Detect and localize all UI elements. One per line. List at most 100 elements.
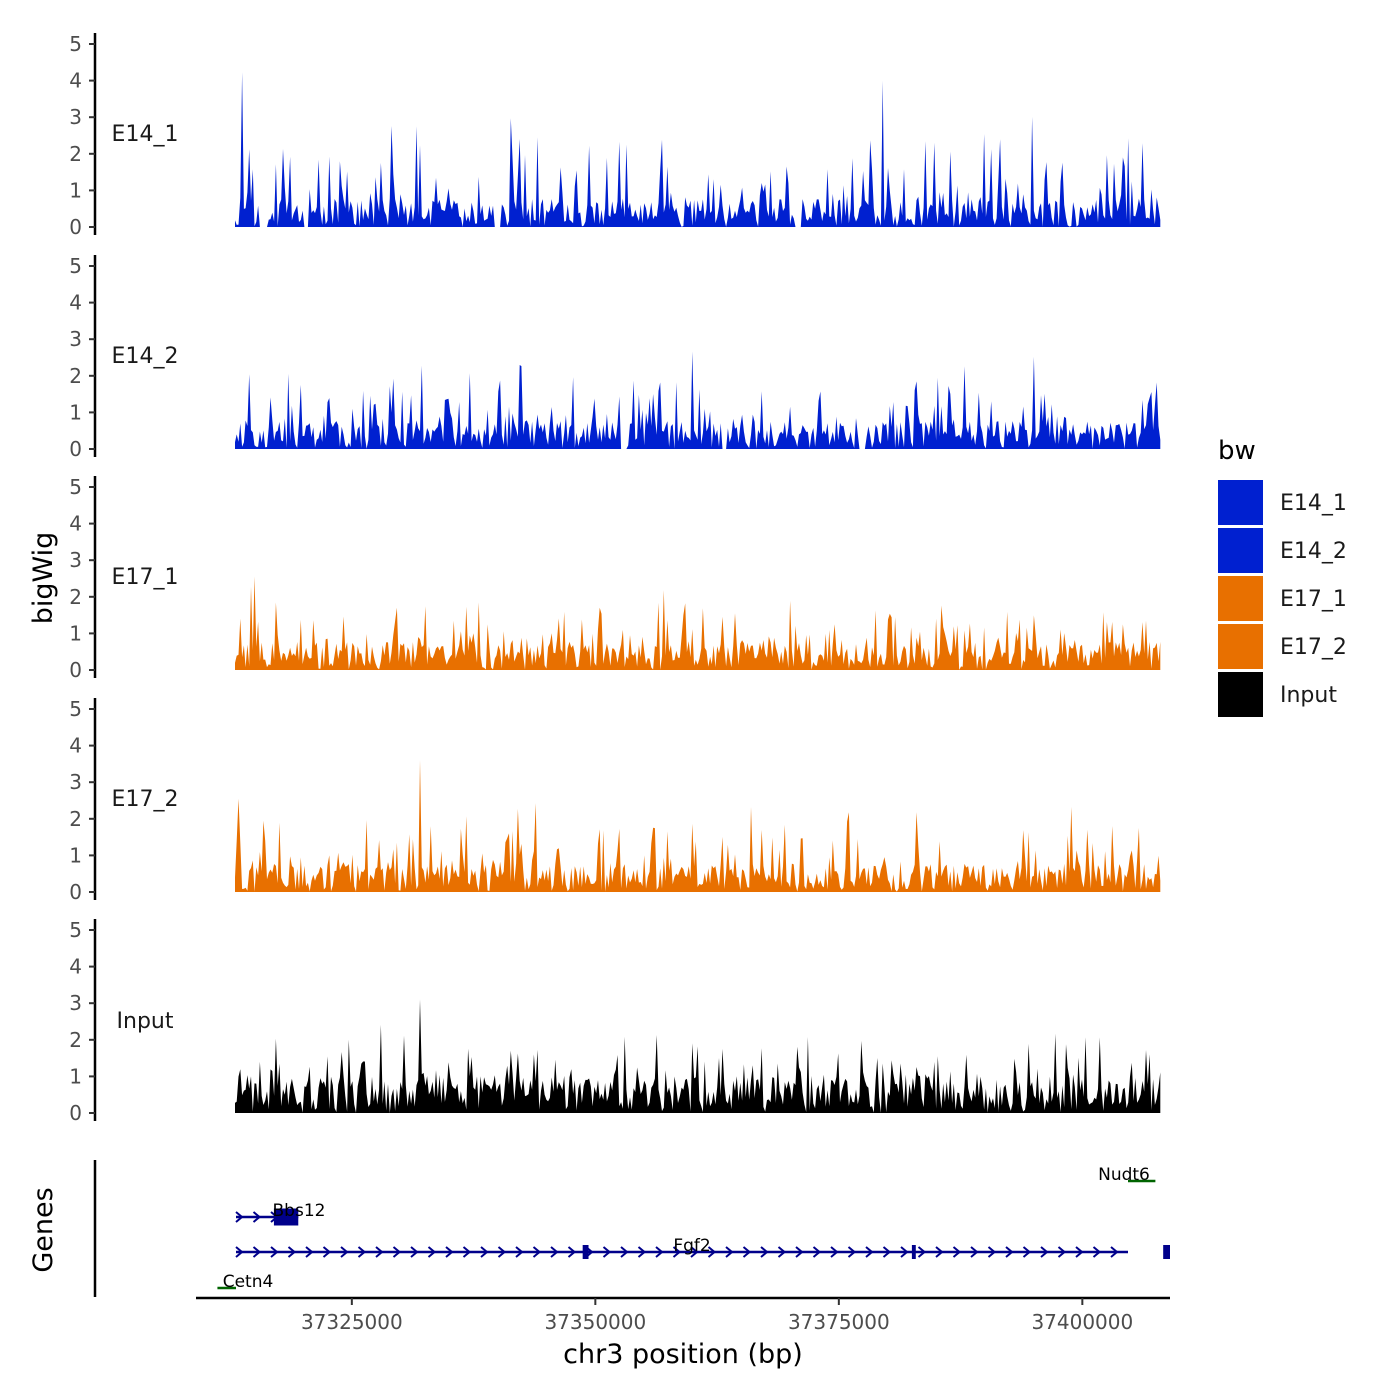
y-tick-label: 2 (69, 585, 82, 609)
gene-label: Fgf2 (673, 1236, 710, 1256)
strand-chevron (550, 1246, 559, 1258)
y-tick-label: 5 (69, 697, 82, 721)
strand-chevron (952, 1246, 962, 1258)
y-tick-label: 1 (69, 178, 82, 202)
strand-chevron (305, 1246, 314, 1258)
strand-chevron (252, 1246, 262, 1258)
track-E17_2: 0 1 2 3 4 5 E17_2 (69, 697, 1161, 904)
strand-chevron (322, 1246, 332, 1258)
y-tick-label: 4 (69, 512, 82, 536)
strand-chevron (882, 1246, 892, 1258)
x-tick-label: 37400000 (1031, 1310, 1133, 1334)
strand-chevron (480, 1246, 489, 1258)
strand-chevron (970, 1246, 979, 1258)
y-tick-label: 1 (69, 400, 82, 424)
strand-chevron (1022, 1246, 1032, 1258)
strand-chevron (287, 1246, 297, 1258)
gene-annotation-track: Bbs12 Fgf2 Nudt6 Cetn4 (93, 1160, 1170, 1297)
exon (1163, 1245, 1170, 1259)
strand-chevron (620, 1246, 629, 1258)
y-tick-label: 1 (69, 843, 82, 867)
strand-chevron (1005, 1246, 1014, 1258)
strand-chevron (655, 1246, 664, 1258)
track-Input: 0 1 2 3 4 5 Input (69, 918, 1161, 1125)
track-E14_2: 0 1 2 3 4 5 E14_2 (69, 254, 1161, 461)
signal-area-E14_2 (235, 351, 1161, 449)
track-E14_1: 0 1 2 3 4 5 E14_1 (69, 32, 1161, 239)
strand-chevron (515, 1246, 524, 1258)
legend-key-E17_1 (1218, 576, 1263, 621)
y-tick-label: 0 (69, 215, 82, 239)
exon (273, 1208, 299, 1226)
strand-chevron (812, 1246, 822, 1258)
signal-area-E17_1 (235, 576, 1161, 670)
genes-axis-title: Genes (28, 1187, 59, 1272)
strand-chevron (252, 1211, 262, 1223)
strand-chevron (707, 1246, 717, 1258)
y-tick-label: 0 (69, 880, 82, 904)
y-tick-label: 4 (69, 291, 82, 315)
y-tick-label: 5 (69, 918, 82, 942)
y-tick-label: 0 (69, 658, 82, 682)
legend-label: E17_2 (1280, 635, 1347, 660)
strand-chevron (1040, 1246, 1049, 1258)
y-tick-label: 0 (69, 1101, 82, 1125)
legend-label: E17_1 (1280, 587, 1347, 612)
strand-chevron (830, 1246, 839, 1258)
strand-chevron (410, 1246, 419, 1258)
y-tick-label: 3 (69, 327, 82, 351)
x-axis: 37325000 37350000 37375000 37400000 (196, 1296, 1170, 1334)
y-tick-label: 1 (69, 621, 82, 645)
y-axis-title: bigWig (28, 532, 59, 625)
strand-chevron (637, 1246, 647, 1258)
y-tick-label: 2 (69, 142, 82, 166)
track-label: E14_2 (112, 344, 179, 369)
strand-chevron (602, 1246, 612, 1258)
gene-label: Nudt6 (1098, 1165, 1150, 1185)
legend-key-E14_2 (1218, 528, 1263, 573)
strand-chevron (777, 1246, 787, 1258)
legend-key-Input (1218, 672, 1263, 717)
y-tick-label: 1 (69, 1064, 82, 1088)
gene-Nudt6: Nudt6 (1098, 1165, 1156, 1185)
gene-label: Bbs12 (273, 1201, 326, 1221)
legend-key-E17_2 (1218, 624, 1263, 669)
strand-chevron (1110, 1246, 1119, 1258)
strand-chevron (427, 1246, 437, 1258)
strand-chevron (917, 1246, 927, 1258)
strand-chevron (357, 1246, 367, 1258)
signal-area-E14_1 (235, 72, 1161, 227)
legend-title: bw (1218, 436, 1256, 466)
strand-chevron (900, 1246, 909, 1258)
y-tick-label: 3 (69, 105, 82, 129)
legend: bw E14_1 E14_2 E17_1 E17_2 Input (1218, 436, 1347, 717)
strand-chevron (567, 1246, 577, 1258)
y-tick-label: 5 (69, 32, 82, 56)
exon (582, 1245, 589, 1259)
strand-chevron (340, 1246, 349, 1258)
y-tick-label: 4 (69, 69, 82, 93)
strand-chevron (235, 1211, 244, 1223)
legend-label: E14_2 (1280, 539, 1347, 564)
track-label: E17_2 (112, 787, 179, 812)
strand-chevron (672, 1246, 682, 1258)
strand-chevron (497, 1246, 507, 1258)
strand-chevron (935, 1246, 944, 1258)
strand-chevron (462, 1246, 472, 1258)
strand-chevron (270, 1246, 279, 1258)
x-tick-label: 37350000 (544, 1310, 646, 1334)
y-tick-label: 5 (69, 254, 82, 278)
strand-chevron (532, 1246, 542, 1258)
strand-chevron (760, 1246, 769, 1258)
strand-chevron (445, 1246, 454, 1258)
y-tick-label: 3 (69, 548, 82, 572)
strand-chevron (795, 1246, 804, 1258)
legend-key-E14_1 (1218, 480, 1263, 525)
strand-chevron (1092, 1246, 1102, 1258)
strand-chevron (1075, 1246, 1084, 1258)
y-tick-label: 4 (69, 734, 82, 758)
strand-chevron (847, 1246, 857, 1258)
y-tick-label: 0 (69, 437, 82, 461)
track-label: Input (117, 1009, 174, 1034)
